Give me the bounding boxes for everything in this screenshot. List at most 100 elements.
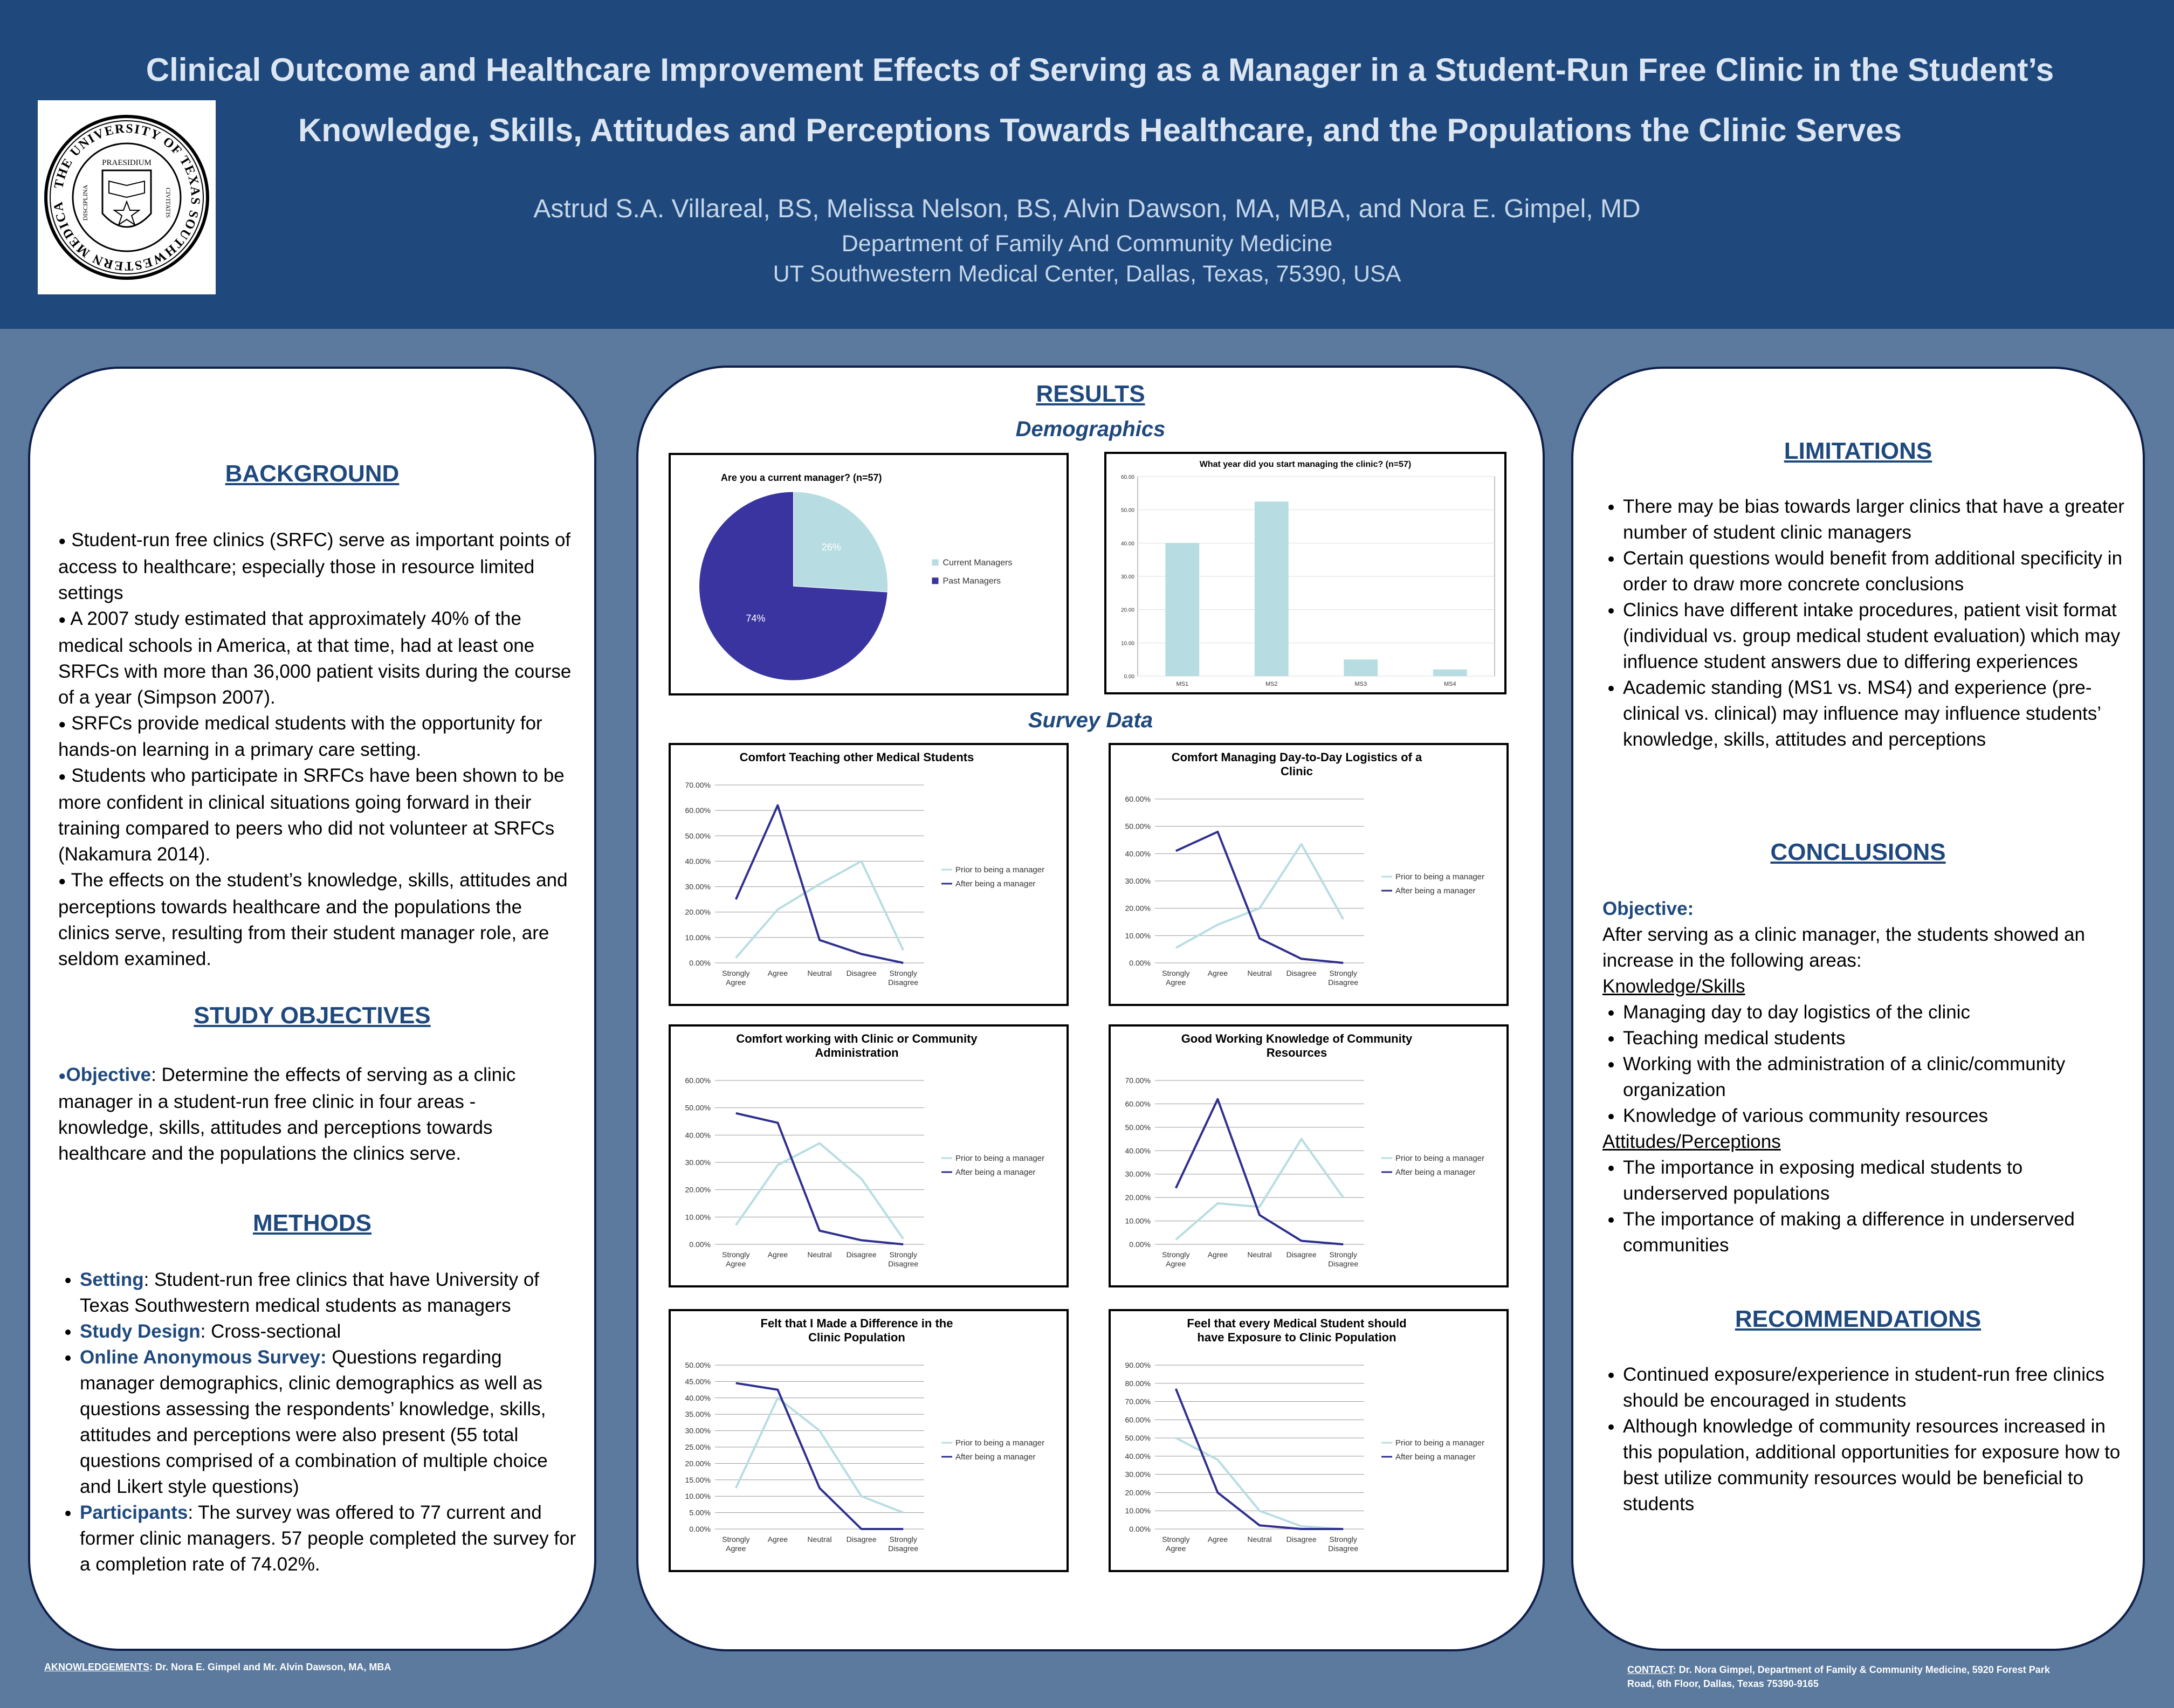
x-tick-label: Strongly: [890, 969, 917, 977]
y-tick-label: 0.00%: [1129, 1240, 1151, 1249]
y-tick-label: 50.00%: [685, 1104, 711, 1112]
limitations-item: Clinics have different intake procedures…: [1623, 597, 2127, 675]
pie-value-label: 26%: [822, 542, 841, 553]
x-tick-label: Neutral: [807, 1535, 831, 1544]
background-item: ● SRFCs provide medical students with th…: [58, 712, 542, 761]
y-tick-label: 50.00%: [1125, 1123, 1151, 1132]
x-tick-label: Disagree: [888, 978, 918, 987]
legend-label: Prior to being a manager: [1395, 1438, 1484, 1448]
methods-item: Study Design: Cross-sectional: [80, 1319, 578, 1345]
y-tick-label: 50.00%: [1125, 822, 1151, 831]
chart-svg: Feel that every Medical Student shouldha…: [1125, 1317, 1485, 1553]
x-tick-label: Agree: [768, 1535, 788, 1544]
title-line-1: Clinical Outcome and Healthcare Improvem…: [146, 52, 2054, 88]
y-tick-label: 60.00%: [685, 1076, 711, 1085]
legend-swatch: [932, 577, 939, 584]
y-tick-label: 0.00%: [689, 959, 711, 967]
y-tick-label: 15.00%: [685, 1476, 711, 1484]
y-tick-label: 40.00%: [1125, 1146, 1151, 1155]
series-line: [734, 804, 904, 964]
y-tick-label: 70.00%: [1125, 1397, 1151, 1406]
pie-slice: [699, 491, 888, 681]
x-tick-label: Disagree: [847, 1250, 877, 1259]
y-tick-label: 40.00%: [685, 1131, 711, 1139]
limitations-item: Certain questions would benefit from add…: [1623, 546, 2127, 597]
y-tick-label: 20.00: [1121, 608, 1134, 614]
conclusions-objective-label: Objective:: [1602, 898, 1694, 919]
x-tick-label: Strongly: [722, 1535, 749, 1544]
poster-header: THE UNIVERSITY OF TEXAS SOUTHWESTERN MED…: [0, 0, 2174, 329]
y-tick-label: 60.00%: [1125, 1099, 1151, 1108]
legend-swatch: [932, 559, 939, 566]
x-tick-label: MS4: [1444, 681, 1456, 687]
x-tick-label: Strongly: [890, 1535, 917, 1544]
limitations-heading: LIMITATIONS: [1784, 438, 1932, 464]
objectives-heading: STUDY OBJECTIVES: [194, 1002, 431, 1029]
methods-item: Online Anonymous Survey: Questions regar…: [80, 1345, 578, 1500]
chart-title: Are you a current manager? (n=57): [721, 472, 882, 483]
series-line: [1175, 1138, 1344, 1241]
x-tick-label: Disagree: [847, 969, 877, 977]
y-tick-label: 50.00%: [1125, 1434, 1151, 1442]
line-chart-administration: Comfort working with Clinic or Community…: [669, 1024, 1069, 1287]
chart-title: Comfort Managing Day-to-Day Logistics of…: [1172, 750, 1422, 764]
recommendations-heading: RECOMMENDATIONS: [1735, 1306, 1982, 1332]
y-tick-label: 30.00%: [685, 1158, 711, 1167]
y-tick-label: 10.00%: [1125, 931, 1151, 940]
x-tick-label: Strongly: [722, 1250, 749, 1259]
conclusion-item: Teaching medical students: [1623, 1025, 2131, 1051]
x-tick-label: MS1: [1176, 681, 1188, 687]
conclusion-item: Managing day to day logistics of the cli…: [1623, 1000, 2131, 1025]
chart-title: Comfort Teaching other Medical Students: [740, 750, 974, 764]
right-panel: LIMITATIONS There may be bias towards la…: [1571, 367, 2145, 1651]
limitations-item: There may be bias towards larger clinics…: [1623, 494, 2127, 546]
y-tick-label: 20.00%: [685, 1186, 711, 1194]
y-tick-label: 20.00%: [685, 1459, 711, 1468]
line-chart-logistics: Comfort Managing Day-to-Day Logistics of…: [1109, 743, 1509, 1006]
x-tick-label: Disagree: [1286, 969, 1317, 977]
y-tick-label: 40.00%: [685, 1394, 711, 1402]
line-chart-teaching: Comfort Teaching other Medical Students 0…: [669, 743, 1069, 1006]
poster-title: Clinical Outcome and Healthcare Improvem…: [75, 40, 2124, 161]
legend-label: Prior to being a manager: [955, 865, 1044, 874]
line-chart-resources: Good Working Knowledge of Community Resou…: [1109, 1024, 1509, 1287]
authors: Astrud S.A. Villareal, BS, Melissa Nelso…: [533, 195, 1641, 223]
y-tick-label: 10.00: [1121, 640, 1134, 646]
chart-title: Comfort working with Clinic or Community: [736, 1032, 978, 1045]
x-tick-label: Neutral: [807, 1250, 831, 1259]
legend-label: Prior to being a manager: [955, 1438, 1044, 1448]
background-list: ● Student-run free clinics (SRFC) serve …: [58, 527, 576, 972]
y-tick-label: 10.00%: [1125, 1506, 1151, 1515]
y-tick-label: 70.00%: [685, 781, 711, 789]
x-tick-label: Agree: [1166, 978, 1186, 987]
left-panel: BACKGROUND ● Student-run free clinics (S…: [28, 367, 596, 1651]
y-tick-label: 50.00%: [685, 1361, 711, 1369]
legend-label: Prior to being a manager: [1395, 872, 1484, 881]
contact-info: CONTACT: Dr. Nora Gimpel, Department of …: [1627, 1664, 2050, 1689]
line-chart-difference: Felt that I Made a Difference in the Clin…: [669, 1309, 1069, 1572]
x-tick-label: MS3: [1354, 681, 1367, 687]
conclusion-item: The importance in exposing medical stude…: [1623, 1155, 2131, 1207]
y-tick-label: 30.00%: [1125, 1470, 1151, 1479]
x-tick-label: Strongly: [1162, 1250, 1189, 1259]
results-heading: RESULTS: [1036, 381, 1145, 407]
x-tick-label: Strongly: [1330, 1250, 1357, 1259]
x-tick-label: Agree: [1208, 969, 1228, 977]
seal-icon: THE UNIVERSITY OF TEXAS SOUTHWESTERN MED…: [32, 89, 209, 280]
chart-title: Good Working Knowledge of Community: [1181, 1032, 1413, 1045]
methods-item: Participants: The survey was offered to …: [80, 1500, 578, 1578]
x-tick-label: Disagree: [888, 1259, 918, 1268]
background-heading: BACKGROUND: [225, 460, 400, 487]
svg-text:CIVITATIS: CIVITATIS: [164, 188, 172, 218]
x-tick-label: Agree: [726, 1259, 746, 1268]
y-tick-label: 60.00: [1121, 474, 1134, 480]
chart-svg: What year did you start managing the cli…: [1121, 460, 1495, 687]
conclusion-item: The importance of making a difference in…: [1623, 1207, 2131, 1258]
chart-title: Resources: [1267, 1046, 1327, 1059]
recommendations-list: Continued exposure/experience in student…: [1598, 1362, 2127, 1517]
x-tick-label: Strongly: [1330, 1535, 1357, 1544]
title-line-2: Knowledge, Skills, Attitudes and Percept…: [298, 112, 1902, 148]
svg-text:PRAESIDIUM: PRAESIDIUM: [102, 159, 152, 167]
x-tick-label: Agree: [726, 1544, 746, 1553]
x-tick-label: Agree: [726, 978, 746, 987]
